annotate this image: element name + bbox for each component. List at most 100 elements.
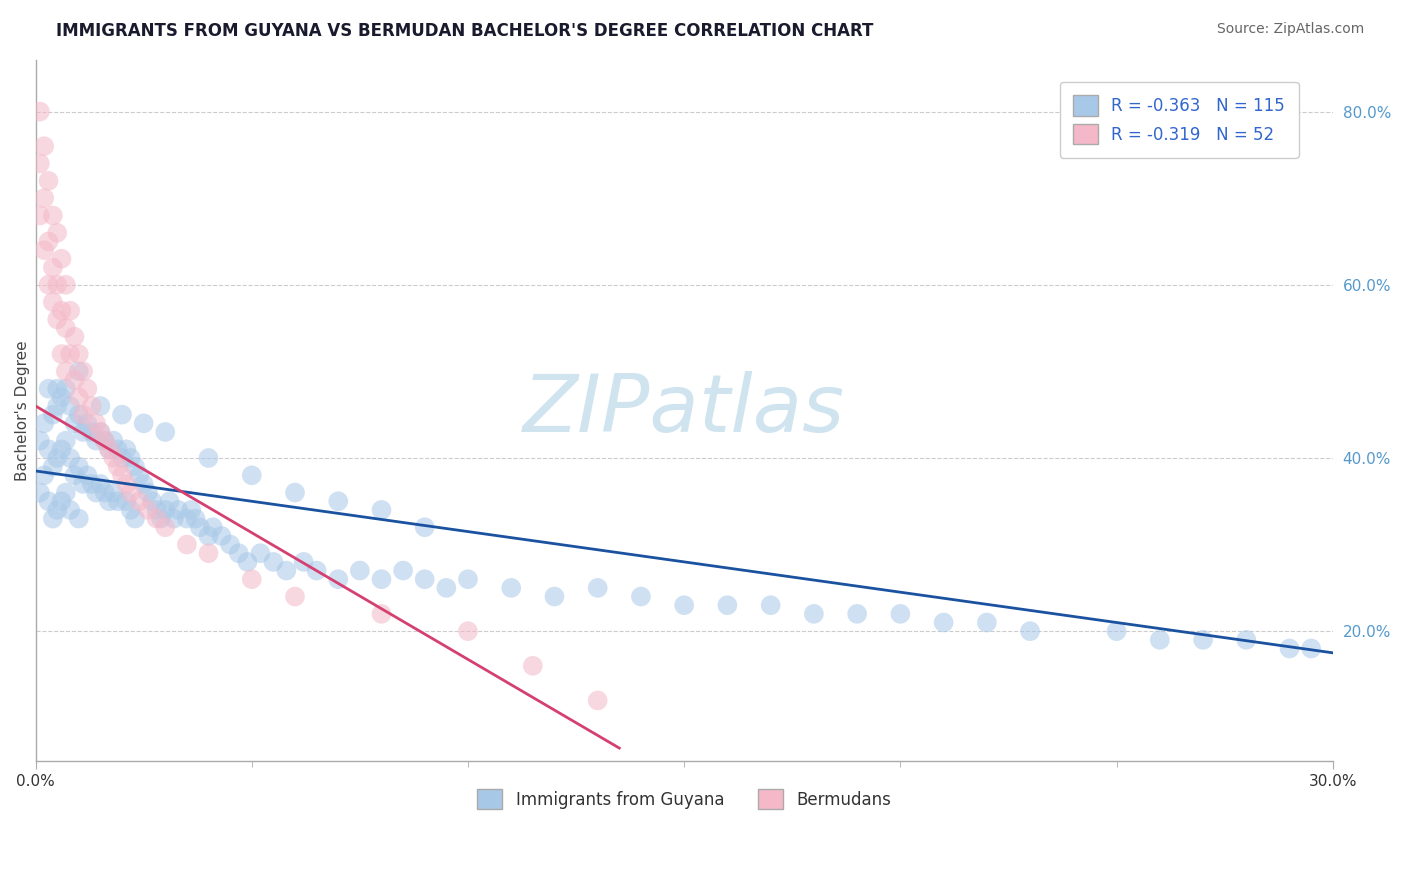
Point: [89, 477, 111, 491]
Point: [240, 468, 263, 483]
Legend: Immigrants from Guyana, Bermudans: Immigrants from Guyana, Bermudans: [471, 782, 897, 816]
Point: [72, 364, 94, 378]
Point: [55, 485, 77, 500]
Point: [370, 572, 392, 586]
Point: [46, 450, 69, 465]
Point: [32, 191, 55, 205]
Point: [124, 511, 146, 525]
Point: [136, 485, 159, 500]
Point: [132, 417, 155, 431]
Point: [38, 494, 60, 508]
Point: [84, 434, 107, 448]
Point: [93, 434, 115, 448]
Point: [59, 503, 82, 517]
Point: [120, 450, 142, 465]
Point: [63, 329, 86, 343]
Point: [176, 511, 198, 525]
Point: [1192, 632, 1215, 647]
Point: [124, 459, 146, 474]
Point: [107, 494, 129, 508]
Point: [51, 390, 73, 404]
Point: [543, 590, 565, 604]
Point: [136, 503, 159, 517]
Point: [111, 468, 134, 483]
Point: [211, 529, 233, 543]
Point: [55, 364, 77, 378]
Point: [55, 277, 77, 292]
Point: [98, 442, 121, 457]
Point: [630, 590, 652, 604]
Point: [128, 468, 150, 483]
Point: [115, 494, 138, 508]
Point: [32, 243, 55, 257]
Point: [51, 303, 73, 318]
Point: [67, 459, 90, 474]
Point: [80, 425, 103, 439]
Point: [1149, 632, 1171, 647]
Point: [155, 425, 177, 439]
Point: [76, 417, 98, 431]
Point: [292, 555, 315, 569]
Point: [188, 520, 211, 534]
Point: [46, 382, 69, 396]
Point: [349, 564, 371, 578]
Point: [28, 434, 51, 448]
Point: [84, 417, 107, 431]
Point: [163, 511, 186, 525]
Point: [197, 546, 219, 560]
Point: [42, 408, 65, 422]
Point: [98, 494, 121, 508]
Point: [522, 658, 544, 673]
Point: [89, 399, 111, 413]
Point: [76, 468, 98, 483]
Point: [413, 572, 436, 586]
Point: [38, 442, 60, 457]
Point: [115, 477, 138, 491]
Point: [72, 408, 94, 422]
Point: [59, 450, 82, 465]
Point: [328, 494, 350, 508]
Point: [42, 459, 65, 474]
Point: [284, 485, 307, 500]
Point: [67, 347, 90, 361]
Point: [392, 564, 415, 578]
Point: [72, 477, 94, 491]
Point: [46, 277, 69, 292]
Point: [42, 511, 65, 525]
Point: [63, 373, 86, 387]
Text: Source: ZipAtlas.com: Source: ZipAtlas.com: [1216, 22, 1364, 37]
Point: [111, 408, 134, 422]
Point: [236, 555, 259, 569]
Point: [63, 468, 86, 483]
Point: [51, 347, 73, 361]
Point: [42, 209, 65, 223]
Point: [51, 442, 73, 457]
Point: [111, 450, 134, 465]
Point: [84, 485, 107, 500]
Point: [159, 494, 181, 508]
Point: [145, 503, 167, 517]
Point: [32, 468, 55, 483]
Point: [67, 364, 90, 378]
Point: [76, 382, 98, 396]
Point: [32, 417, 55, 431]
Point: [370, 607, 392, 621]
Point: [1105, 624, 1128, 639]
Point: [276, 564, 298, 578]
Point: [201, 520, 224, 534]
Text: IMMIGRANTS FROM GUYANA VS BERMUDAN BACHELOR'S DEGREE CORRELATION CHART: IMMIGRANTS FROM GUYANA VS BERMUDAN BACHE…: [56, 22, 873, 40]
Point: [93, 434, 115, 448]
Point: [80, 399, 103, 413]
Point: [59, 399, 82, 413]
Point: [305, 564, 328, 578]
Point: [370, 503, 392, 517]
Point: [141, 494, 163, 508]
Point: [284, 590, 307, 604]
Point: [67, 408, 90, 422]
Point: [115, 442, 138, 457]
Point: [803, 607, 825, 621]
Point: [1234, 632, 1257, 647]
Point: [128, 494, 150, 508]
Point: [38, 235, 60, 249]
Point: [145, 511, 167, 525]
